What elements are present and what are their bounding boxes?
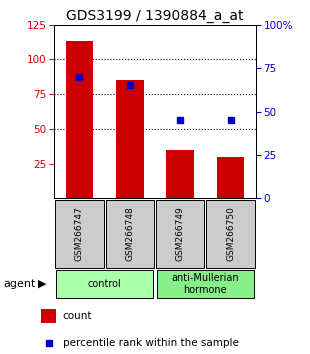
Text: GSM266749: GSM266749 bbox=[176, 206, 185, 261]
Bar bbox=[55, 200, 104, 268]
Text: GSM266747: GSM266747 bbox=[75, 206, 84, 261]
Text: ▶: ▶ bbox=[38, 279, 46, 289]
Bar bbox=[217, 156, 244, 198]
Bar bbox=[206, 200, 255, 268]
Bar bbox=[66, 41, 93, 198]
Text: anti-Mullerian
hormone: anti-Mullerian hormone bbox=[171, 273, 239, 295]
Text: agent: agent bbox=[3, 279, 35, 289]
Bar bbox=[166, 150, 194, 198]
Text: GDS3199 / 1390884_a_at: GDS3199 / 1390884_a_at bbox=[66, 9, 244, 23]
Bar bbox=[156, 200, 204, 268]
Text: GSM266750: GSM266750 bbox=[226, 206, 235, 261]
Bar bbox=[116, 80, 144, 198]
Bar bbox=[157, 270, 254, 298]
Text: count: count bbox=[63, 311, 92, 321]
Text: GSM266748: GSM266748 bbox=[125, 206, 134, 261]
Bar bbox=[41, 309, 56, 323]
Bar bbox=[106, 200, 154, 268]
Text: percentile rank within the sample: percentile rank within the sample bbox=[63, 338, 238, 348]
Bar bbox=[56, 270, 153, 298]
Text: control: control bbox=[88, 279, 122, 289]
